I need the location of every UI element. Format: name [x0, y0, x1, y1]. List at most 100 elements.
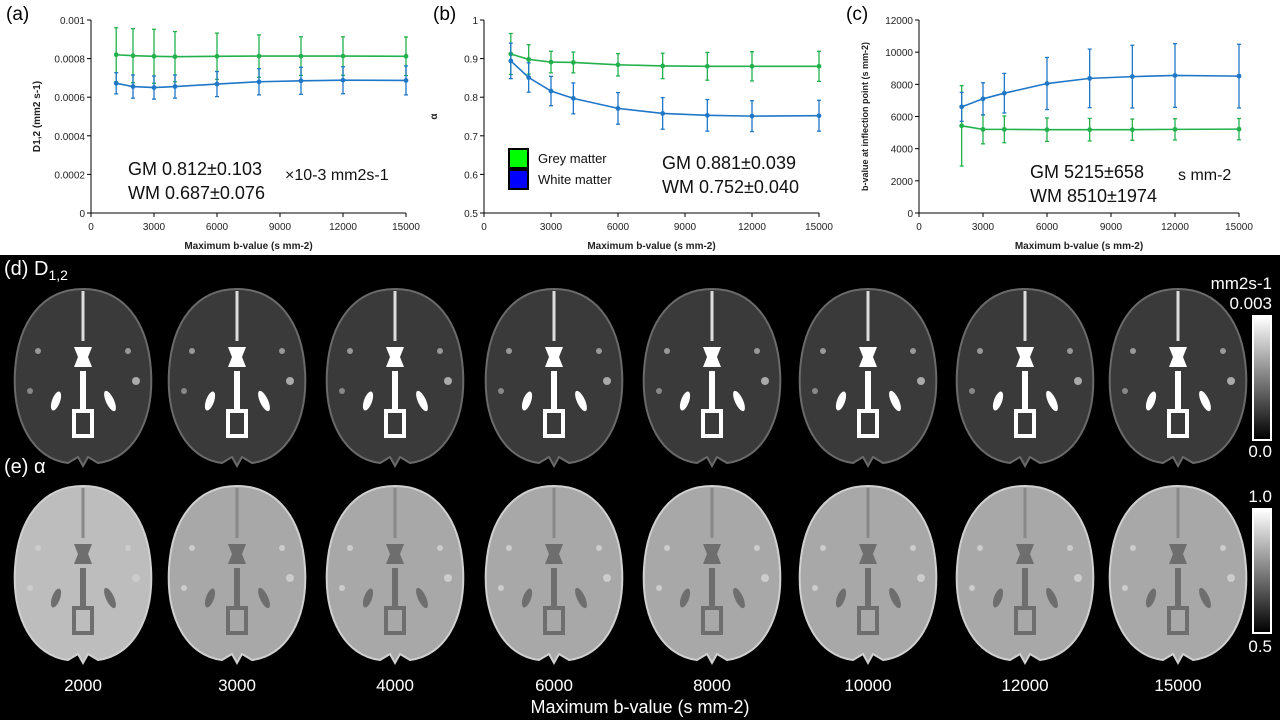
series-line: [961, 74, 1240, 108]
data-point: [1236, 73, 1242, 79]
panel-label-b: (b): [433, 4, 457, 25]
data-point: [403, 78, 409, 83]
column-label: 10000: [844, 676, 892, 695]
column-label: 15000: [1154, 676, 1202, 695]
y-tick-label: 0.8: [464, 93, 478, 104]
series-grey-matter: [959, 84, 1242, 167]
data-point: [508, 58, 514, 64]
data-point: [660, 111, 666, 116]
data-point: [526, 56, 532, 62]
x-tick-label: 0: [481, 222, 487, 233]
x-tick-label: 12000: [329, 222, 357, 233]
data-point: [615, 62, 621, 68]
data-point: [959, 104, 965, 110]
x-tick-label: 9000: [674, 222, 697, 233]
y-tick-label: 8000: [891, 80, 914, 91]
data-point: [113, 52, 119, 58]
colorbar-d-unit: mm2s-1: [1210, 274, 1272, 293]
x-tick-label: 3000: [540, 222, 563, 233]
data-point: [340, 53, 346, 59]
y-tick-label: 1: [472, 16, 478, 27]
brain-image-alpha-12000: [950, 478, 1100, 673]
y-tick-label: 0.0008: [54, 55, 85, 66]
y-axis-title: D1,2 (mm2 s-1): [32, 81, 43, 152]
data-point: [749, 63, 755, 69]
data-point: [1172, 73, 1178, 78]
data-point: [660, 63, 666, 69]
column-label: 6000: [535, 676, 573, 695]
data-point: [130, 84, 136, 89]
y-tick-label: 10000: [885, 48, 913, 59]
chart-2: 0 3000 6000 9000 12000 15000 0 2000 4000 6000 8000…: [860, 16, 1253, 252]
brain-image-alpha-4000: [320, 478, 470, 673]
data-point: [130, 53, 136, 59]
colorbar-d-min: 0.0: [1248, 442, 1272, 461]
x-axis-title: Maximum b-value (s mm-2): [1015, 241, 1143, 252]
brain-image-d12-8000: [637, 281, 787, 476]
brain-image-d12-10000: [793, 281, 943, 476]
colorbar-e: [1252, 508, 1272, 634]
annotation-c-unit: s mm-2: [1178, 167, 1232, 184]
brain-image-d12-3000: [162, 281, 312, 476]
colorbar-e-min: 0.5: [1248, 637, 1272, 656]
annotation-c-gm: GM 5215±658: [1030, 162, 1144, 182]
chart-0: 0 3000 6000 9000 12000 15000 0 0.0002 0.0004 0.00…: [32, 16, 420, 252]
data-point: [704, 63, 710, 69]
data-point: [1001, 126, 1007, 132]
data-point: [403, 53, 409, 59]
x-tick-label: 3000: [143, 222, 166, 233]
data-point: [704, 112, 710, 118]
data-point: [1044, 127, 1050, 133]
row-label-e: (e) α: [4, 456, 46, 478]
y-tick-label: 0: [79, 209, 85, 220]
series-white-matter: [508, 42, 822, 133]
panel-label-a: (a): [6, 4, 30, 25]
y-tick-label: 0.0004: [54, 132, 85, 143]
data-point: [548, 88, 554, 94]
brain-image-alpha-10000: [793, 478, 943, 673]
annotation-c: GM 5215±658 WM 8510±1974: [1030, 160, 1157, 208]
legend-swatch-grey: [508, 148, 529, 169]
x-tick-label: 9000: [1100, 222, 1123, 233]
annotation-b-gm: GM 0.881±0.039: [662, 153, 796, 173]
data-point: [1087, 127, 1093, 133]
x-tick-label: 15000: [805, 222, 833, 233]
legend-label-grey: Grey matter: [538, 151, 607, 166]
annotation-c-wm: WM 8510±1974: [1030, 186, 1157, 206]
brain-image-d12-12000: [950, 281, 1100, 476]
legend-b: Grey matter White matter: [508, 148, 612, 190]
y-tick-label: 2000: [891, 177, 914, 188]
data-point: [816, 63, 822, 69]
row-label-d-text: (d) D: [4, 258, 49, 280]
brain-image-d12-6000: [479, 281, 629, 476]
brain-image-d12-2000: [8, 281, 158, 476]
data-point: [1129, 74, 1135, 80]
legend-swatch-white: [508, 169, 529, 190]
legend-item-white-matter: White matter: [508, 169, 612, 190]
data-point: [570, 60, 576, 65]
brain-image-alpha-2000: [8, 478, 158, 673]
brain-image-alpha-8000: [637, 478, 787, 673]
data-point: [172, 84, 178, 89]
x-axis-title: Maximum b-value (s mm-2): [587, 241, 715, 252]
data-point: [615, 105, 621, 111]
data-point: [1001, 90, 1007, 96]
y-tick-label: 0.001: [60, 16, 85, 27]
series-grey-matter: [113, 27, 409, 84]
brain-image-alpha-6000: [479, 478, 629, 673]
panel-label-c: (c): [846, 4, 869, 25]
data-point: [256, 79, 262, 85]
brain-image-alpha-15000: [1103, 478, 1253, 673]
legend-item-grey-matter: Grey matter: [508, 148, 612, 169]
data-point: [526, 75, 532, 80]
data-point: [256, 53, 262, 59]
data-point: [298, 53, 304, 59]
data-point: [1236, 126, 1242, 132]
x-tick-label: 0: [88, 222, 94, 233]
y-tick-label: 4000: [891, 145, 914, 156]
data-point: [214, 53, 220, 59]
row-label-d: (d) D1,2: [4, 258, 68, 283]
data-point: [1044, 81, 1050, 86]
images-x-title: Maximum b-value (s mm-2): [530, 697, 750, 717]
chart-1: 0 3000 6000 9000 12000 15000 0.5 0.6 0.7 0.8 0.9 1 M…: [429, 16, 833, 252]
